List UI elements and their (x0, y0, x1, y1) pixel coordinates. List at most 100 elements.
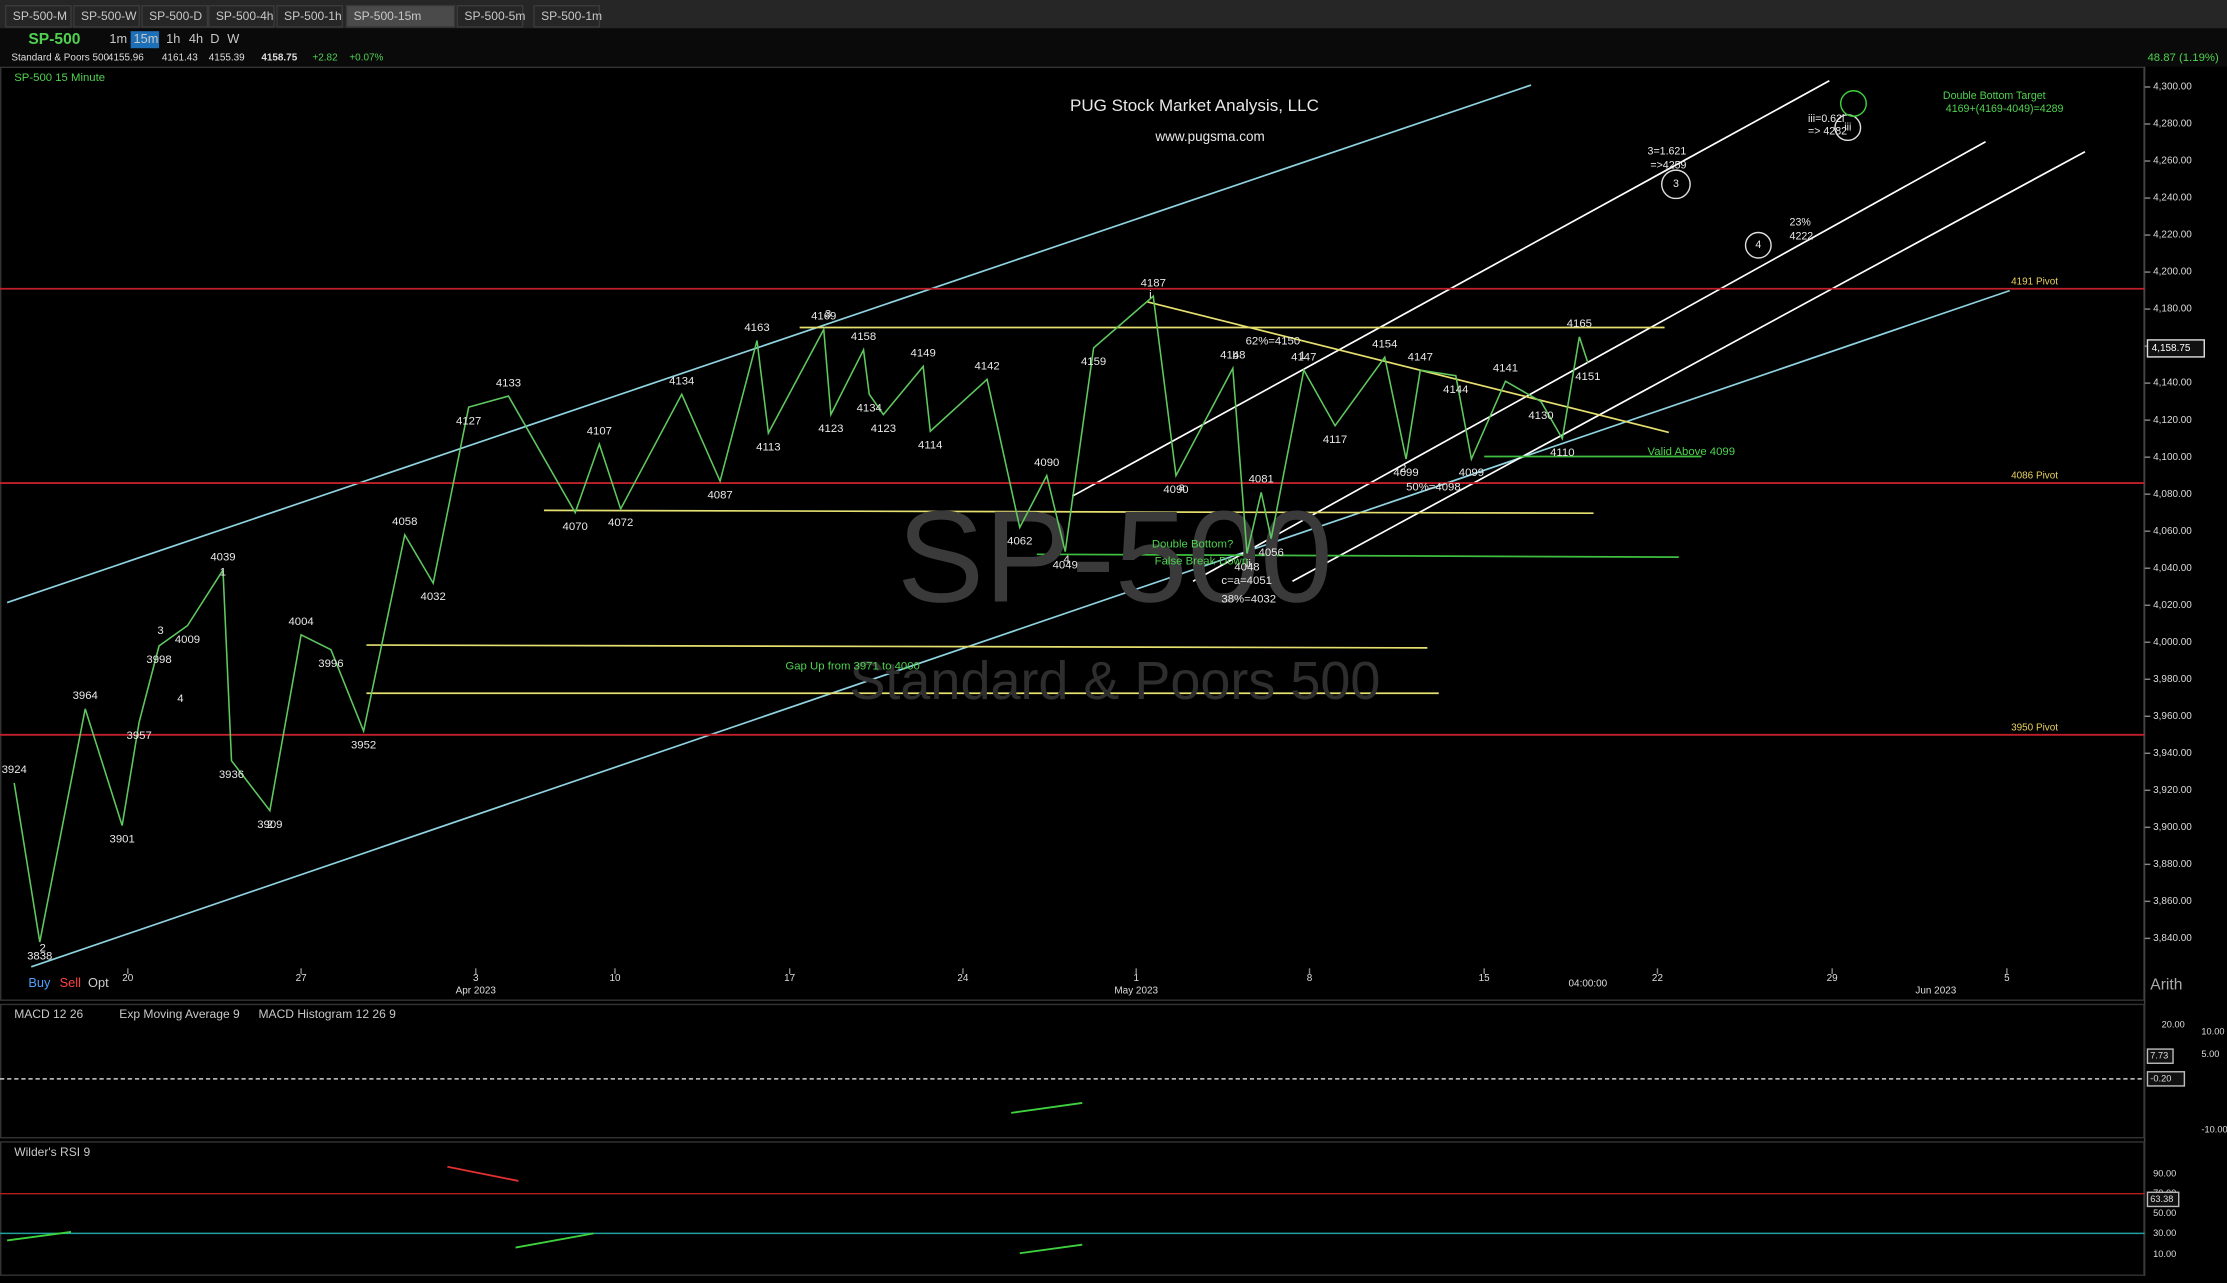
y-tick-label: 4,000.00 (2153, 637, 2192, 648)
timeframe-button[interactable]: 1h (166, 31, 180, 46)
wave-circle (1661, 169, 1691, 200)
swing-label: 4070 (563, 521, 588, 533)
swing-label: 4114 (918, 439, 942, 451)
tab[interactable] (73, 4, 140, 28)
annotation: 62%=4150 (1246, 336, 1301, 348)
toolbar (0, 28, 2227, 67)
tab-label[interactable]: SP-500-5m (464, 9, 525, 23)
macd-title: MACD 12 26 (14, 1007, 83, 1021)
tab-label[interactable]: SP-500-D (149, 9, 202, 23)
tab[interactable] (141, 4, 209, 28)
tab[interactable] (208, 4, 275, 28)
tab-label[interactable]: SP-500-1m (541, 9, 602, 23)
quote-open: 4155.96 (108, 53, 144, 64)
timeframe-button[interactable]: 15m (134, 31, 159, 46)
swing-label: 3996 (318, 658, 343, 670)
tab[interactable] (533, 4, 601, 28)
cursor-time: 04:00:00 (1569, 978, 1608, 989)
swing-label: 4144 (1443, 384, 1468, 396)
timeframe-button[interactable]: W (227, 31, 239, 46)
rsi-badge (2146, 1191, 2180, 1208)
swing-label: 3924 (2, 764, 27, 776)
swing-label: 4147 (1408, 351, 1433, 363)
pivot-label: 4086 Pivot (2011, 471, 2058, 482)
x-tick-label: 15 (1479, 973, 1491, 984)
symbol[interactable]: SP-500 (28, 31, 80, 48)
y-tick-label: 4,280.00 (2153, 119, 2192, 130)
y-tick-label: 3,920.00 (2153, 785, 2192, 796)
swing-label: 4123 (818, 423, 843, 435)
swing-label: 3901 (110, 834, 135, 846)
y-tick-label: 4,200.00 (2153, 267, 2192, 278)
swing-label: 4032 (421, 591, 446, 603)
scale-mode[interactable]: Arith (2150, 976, 2182, 993)
annotation: Valid Above 4099 (1648, 446, 1736, 458)
annotation: iii=0.62i (1808, 113, 1844, 125)
y-tick-label: 4,240.00 (2153, 193, 2192, 204)
swing-label: 4187 (1141, 277, 1166, 289)
y-tick-label: 4,180.00 (2153, 304, 2192, 315)
x-tick-label: 24 (957, 973, 969, 984)
annotation: b (1232, 350, 1238, 362)
rsi-tick-label: 10.00 (2153, 1249, 2176, 1259)
annotation: 3 (1673, 178, 1679, 190)
tab[interactable] (456, 4, 524, 28)
y-tick-label: 3,840.00 (2153, 933, 2192, 944)
x-tick-label: 27 (296, 973, 308, 984)
last-price-label: 4,158.75 (2152, 343, 2191, 354)
level-line (1036, 553, 1679, 558)
tab-label[interactable]: SP-500-1h (284, 9, 342, 23)
quote-close: 4158.75 (261, 53, 297, 64)
swing-label: 4151 (1575, 371, 1600, 383)
annotation: 4222 (1790, 231, 1814, 243)
tab[interactable] (4, 4, 72, 28)
y-tick-label: 4,120.00 (2153, 415, 2192, 426)
y-tick-label: 3,860.00 (2153, 896, 2192, 907)
annotation: 50%=4098 (1406, 482, 1461, 494)
swing-label: 4110 (1550, 447, 1574, 459)
tab[interactable] (276, 4, 343, 28)
annotation: 4169+(4169-4049)=4289 (1946, 103, 2064, 115)
divergence-line (1019, 1243, 1083, 1255)
annotation: iii (1844, 121, 1851, 133)
tab-label[interactable]: SP-500-15m (354, 9, 422, 23)
tab-label[interactable]: SP-500-W (81, 9, 137, 23)
tab-label[interactable]: SP-500-M (13, 9, 67, 23)
swing-label: 4099 (1393, 467, 1418, 479)
order-button[interactable]: Sell (60, 975, 81, 990)
pivot-label: 4191 Pivot (2011, 276, 2058, 287)
x-tick-label: 29 (1827, 973, 1839, 984)
rsi-badge-label: 63.38 (2150, 1194, 2173, 1204)
chart-url: www.pugsma.com (1154, 129, 1264, 144)
price-path (13, 294, 1589, 943)
y-tick-label: 4,140.00 (2153, 378, 2192, 389)
watermark-symbol: SP-500 (897, 484, 1333, 630)
swing-label: 4090 (1163, 484, 1188, 496)
annotation: 23% (1790, 216, 1812, 228)
net-change: 48.87 (1.19%) (2147, 52, 2219, 64)
annotation: Double Bottom Target (1943, 90, 2046, 102)
divergence-line (1011, 1102, 1083, 1114)
rsi-tick-label: 30.00 (2153, 1228, 2176, 1238)
order-button[interactable]: Opt (88, 975, 109, 990)
annotation: ii (1246, 558, 1251, 570)
annotation: Gap Up from 3971 to 4000 (785, 660, 919, 672)
quote-change: +2.82 (312, 53, 338, 64)
level-line (366, 644, 1428, 649)
timeframe-button[interactable]: D (210, 31, 219, 46)
rsi-panel (0, 1141, 2145, 1276)
y-tick-label: 3,960.00 (2153, 711, 2192, 722)
swing-label: 4048 (1234, 562, 1259, 574)
order-button[interactable]: Buy (28, 975, 51, 990)
timeframe-button[interactable]: 1m (109, 31, 127, 46)
timeframe-selected[interactable] (130, 31, 160, 49)
tab[interactable] (345, 4, 456, 28)
tab-label[interactable]: SP-500-4h (216, 9, 274, 23)
swing-label: 3838 (27, 950, 52, 962)
x-tick-label: 3 (473, 973, 479, 984)
swing-label: 4158 (851, 331, 876, 343)
timeframe-button[interactable]: 4h (189, 31, 203, 46)
y-tick-label: 3,900.00 (2153, 822, 2192, 833)
macd-tick-label: 10.00 (2201, 1027, 2224, 1037)
